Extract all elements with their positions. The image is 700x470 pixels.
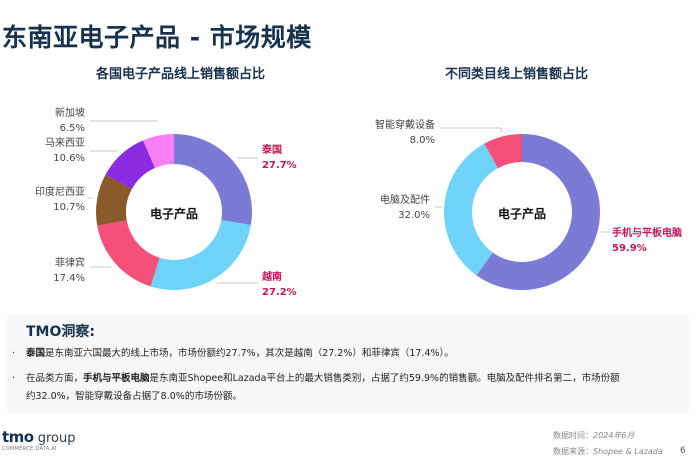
category-share-donut-chart [435, 127, 610, 291]
donut-segment [484, 134, 522, 169]
left-chart-title: 各国电子产品线上销售额占比 [96, 67, 266, 82]
donut-segment [95, 174, 132, 226]
label-philippines: 菲律宾 17.4% [53, 258, 85, 284]
donut-segment [97, 220, 160, 287]
insight-bullet-2: · 在品类方面，手机与平板电脑是东南亚Shopee和Lazada平台上的最大销售类… [12, 373, 620, 402]
page-title: 东南亚电子产品 - 市场规模 [2, 23, 312, 52]
insight-panel: TMO洞察: · 泰国是东南亚六国最大的线上市场，市场份额约27.7%，其次是越南… [6, 314, 690, 414]
label-phones-tablets: 手机与平板电脑 59.9% [612, 228, 682, 254]
data-source: 数据来源：Shopee & Lazada [553, 447, 663, 456]
insight-bullet-1: · 泰国是东南亚六国最大的线上市场，市场份额约27.7%，其次是越南（27.2%）… [12, 348, 454, 359]
right-chart-center-label: 电子产品 [497, 207, 546, 221]
insight-title: TMO洞察: [26, 324, 95, 340]
label-vietnam: 越南 27.2% [262, 272, 297, 298]
donut-segment [143, 134, 174, 168]
donut-segment [476, 134, 601, 291]
logo-tagline: COMMERCE.DATA.AI [2, 446, 57, 452]
right-chart-title: 不同类目线上销售额占比 [445, 67, 589, 82]
page-number: 6 [680, 446, 686, 456]
data-date: 数据时间：2024年6月 [553, 431, 635, 440]
donut-segment [150, 220, 251, 290]
label-wearables: 智能穿戴设备 8.0% [375, 120, 435, 146]
label-malaysia: 马来西亚 10.6% [45, 138, 85, 164]
tmo-group-logo: tmo group [2, 428, 76, 446]
label-singapore: 新加坡 6.5% [55, 108, 85, 134]
country-share-donut-chart [88, 120, 258, 290]
donut-segment [174, 134, 253, 226]
label-thailand: 泰国 27.7% [262, 145, 297, 171]
label-computers-accessories: 电脑及配件 32.0% [380, 195, 430, 221]
left-chart-center-label: 电子产品 [149, 207, 198, 221]
donut-segment [105, 140, 155, 190]
label-indonesia: 印度尼西亚 10.7% [35, 187, 85, 213]
donut-segment [443, 143, 498, 276]
